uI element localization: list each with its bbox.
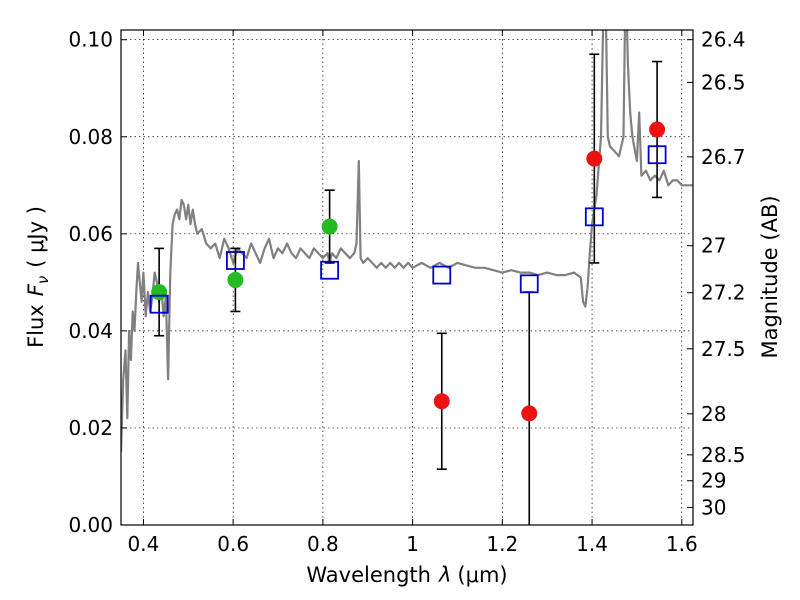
- data-point: [586, 150, 603, 167]
- x-axis-label-unit: (μm): [457, 563, 507, 587]
- y2-tick-label: 27: [701, 234, 726, 258]
- data-point: [433, 393, 450, 410]
- y-tick-label: 0.04: [68, 319, 113, 343]
- y2-tick-label: 26.4: [701, 28, 746, 52]
- y-axis-label-unit: ( μJy ): [24, 206, 48, 268]
- y2-tick-label: 27.2: [701, 281, 746, 305]
- y-axis-label-subscript: ν: [34, 276, 52, 284]
- model-point: [225, 251, 245, 270]
- y2-axis-label: Magnitude (AB): [758, 195, 782, 358]
- model-point: [584, 207, 604, 227]
- model-point: [647, 145, 667, 165]
- y-axis-label-text: Flux: [24, 304, 48, 348]
- y2-tick-label: 30: [701, 495, 726, 519]
- plot-frame: [120, 29, 694, 526]
- data-point: [649, 121, 666, 138]
- model-point: [519, 274, 539, 294]
- y2-tick-label: 27.5: [701, 337, 746, 361]
- y-tick-label: 0.02: [68, 416, 113, 440]
- y2-tick-label: 29: [701, 469, 726, 493]
- data-point: [521, 405, 538, 422]
- y-tick-label: 0.06: [68, 222, 113, 246]
- y2-tick-label: 26.7: [701, 145, 746, 169]
- model-point: [149, 294, 169, 314]
- y-axis-label: Flux Fν ( μJy ): [24, 206, 52, 348]
- data-point: [151, 284, 168, 301]
- x-axis-label: Wavelength λ (μm): [306, 563, 507, 587]
- x-tick-label: 0.4: [128, 532, 160, 556]
- y-axis-label-symbol: F: [24, 283, 48, 296]
- photometry-markers: [149, 121, 667, 422]
- x-tick-label: 1.2: [486, 532, 518, 556]
- y-tick-label: 0.08: [68, 125, 113, 149]
- x-axis-label-symbol: λ: [438, 563, 451, 587]
- axis-ticks: 0.4 0.6 0.8 1 1.2 1.4 1.6 0.00 0.02 0.04 0.06 0.08 0…: [68, 28, 745, 556]
- data-point: [227, 271, 244, 288]
- y-tick-label: 0.10: [68, 28, 113, 52]
- x-tick-label: 0.6: [217, 532, 249, 556]
- x-tick-label: 1: [406, 532, 419, 556]
- sed-model-layer: [121, 30, 693, 453]
- x-tick-label: 0.8: [307, 532, 339, 556]
- y2-tick-label: 28: [701, 402, 726, 426]
- plot-background: [121, 30, 693, 525]
- y2-tick-label: 26.5: [701, 70, 746, 94]
- model-point: [320, 260, 340, 280]
- model-point: [432, 265, 452, 285]
- x-tick-label: 1.6: [666, 532, 698, 556]
- x-axis-label-text: Wavelength: [306, 563, 431, 587]
- sed-model-line: [121, 30, 693, 453]
- data-point: [321, 218, 338, 235]
- x-tick-label: 1.4: [576, 532, 608, 556]
- y-tick-label: 0.00: [68, 513, 113, 537]
- y2-tick-label: 28.5: [701, 443, 746, 467]
